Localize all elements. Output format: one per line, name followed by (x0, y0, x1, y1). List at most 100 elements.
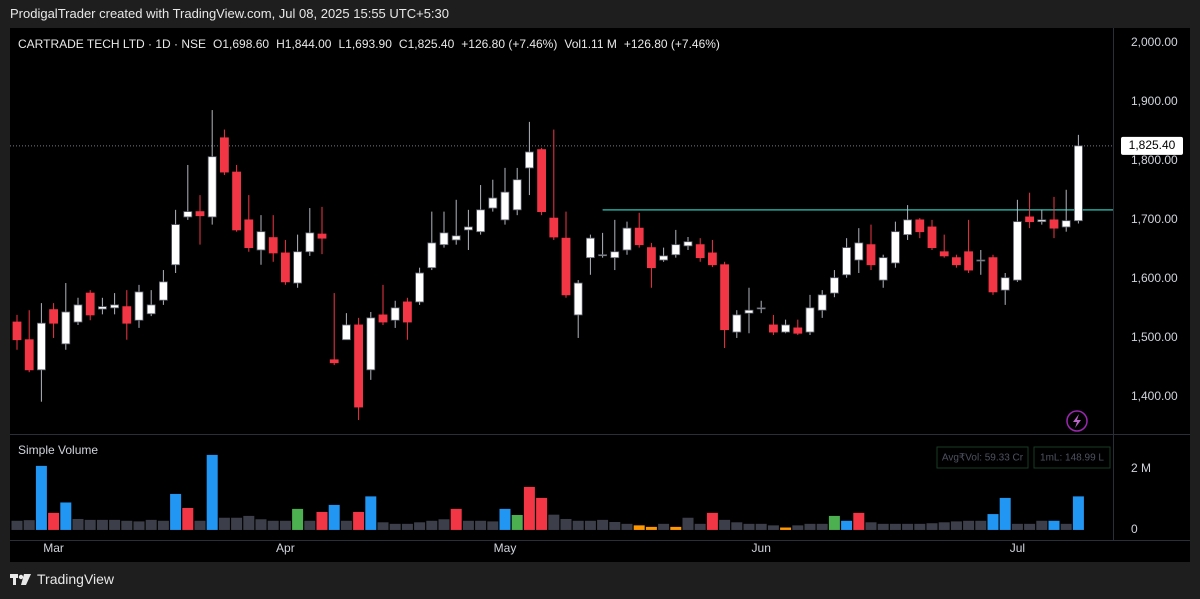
candle-body (769, 324, 778, 333)
legend-field: L1,693.90 (338, 37, 391, 51)
volume-bar (1048, 520, 1060, 530)
volume-bar (1024, 523, 1036, 530)
volume-bar (938, 522, 950, 530)
candle-body (451, 235, 461, 241)
y-tick-label: 1,500.00 (1131, 330, 1178, 344)
candle-body (12, 321, 22, 341)
candle-body (390, 307, 400, 321)
volume-bar (72, 518, 84, 530)
legend-value: 1,825.40 (407, 37, 455, 51)
legend-key: O (213, 37, 223, 51)
volume-bar (865, 522, 877, 530)
volume-bar (767, 525, 779, 530)
volume-bar (304, 520, 316, 530)
volume-bar (292, 508, 304, 530)
candle-body (268, 237, 278, 254)
candle-body (329, 359, 339, 364)
chart-background (10, 28, 1190, 562)
candle-body (781, 324, 790, 333)
volume-bar (804, 523, 816, 530)
candle-body (476, 209, 486, 233)
volume-bar (48, 512, 60, 530)
volume-bar (194, 520, 206, 530)
candle-body (378, 314, 388, 323)
header-title: ProdigalTrader created with TradingView.… (10, 6, 449, 21)
candle-body (659, 255, 668, 261)
candle-body (805, 307, 815, 333)
candle-body (1037, 219, 1047, 223)
volume-bar (267, 520, 279, 530)
volume-bar (523, 486, 535, 530)
candle-body (207, 156, 217, 218)
candle-body (610, 251, 620, 259)
volume-bar (340, 520, 352, 530)
candle-body (49, 309, 58, 324)
volume-bar (365, 496, 377, 530)
volume-bar (84, 519, 96, 530)
volume-bar (377, 522, 389, 530)
candle-body (500, 191, 510, 221)
alert-icon-bolt (1073, 414, 1081, 428)
volume-bar (719, 519, 731, 530)
volume-bar (462, 520, 474, 530)
volume-bar (243, 515, 255, 530)
y-tick-label: 1,700.00 (1131, 212, 1178, 226)
alert-icon[interactable] (1066, 410, 1088, 432)
candle-body (878, 257, 888, 281)
volume-bar (999, 497, 1011, 530)
candle-body (695, 244, 705, 259)
volume-bar (914, 523, 926, 530)
legend-value: 1,693.90 (345, 37, 392, 51)
candle-body (634, 227, 644, 246)
volume-bar (206, 454, 218, 530)
candle-body (280, 252, 290, 283)
x-tick-label: Jun (752, 541, 771, 555)
candle-body (720, 264, 729, 331)
candle-body (854, 242, 864, 261)
volume-bar (182, 507, 194, 530)
volume-bar (487, 521, 499, 530)
volume-bar (536, 497, 548, 530)
volume-bar (255, 519, 267, 530)
legend-key: L (338, 37, 346, 51)
candle-body (171, 224, 181, 266)
legend-change: +126.80 (+7.46%) (461, 37, 558, 51)
candle-body (793, 327, 803, 334)
candle-body (122, 306, 132, 324)
legend-value: 1.11 M (581, 37, 617, 51)
volume-bar (694, 523, 706, 530)
legend: CARTRADE TECH LTD · 1D · NSE O1,698.60 H1,… (18, 37, 720, 51)
y-tick-label: 1,900.00 (1131, 94, 1178, 108)
candle-body (427, 242, 437, 269)
candle-body (244, 219, 254, 249)
volume-bar (475, 520, 487, 530)
volume-tick-label: 0 (1131, 522, 1138, 536)
volume-bar (780, 527, 792, 530)
volume-bar (499, 508, 511, 530)
candle-body (915, 219, 925, 233)
candle-body (1013, 221, 1022, 281)
brand-logo (10, 574, 31, 585)
volume-bar (157, 520, 169, 530)
last-price-label: 1,825.40 (1129, 138, 1176, 152)
candle-body (354, 324, 364, 408)
volume-bar (889, 523, 901, 530)
volume-title: Simple Volume (18, 443, 98, 457)
volume-bar (279, 520, 291, 530)
candle-body (1000, 277, 1010, 291)
candle-body (341, 324, 351, 341)
candle-body (85, 292, 95, 316)
candle-body (842, 247, 851, 276)
legend-key: H (276, 37, 285, 51)
candle-body (708, 252, 717, 266)
candle-body (732, 314, 742, 333)
volume-bar (877, 523, 889, 530)
y-tick-label: 1,400.00 (1131, 389, 1178, 403)
volume-bar (121, 520, 133, 530)
candle-body (1061, 220, 1071, 228)
candle-body (622, 227, 632, 251)
volume-bar (450, 508, 462, 530)
volume-bar (438, 519, 450, 530)
